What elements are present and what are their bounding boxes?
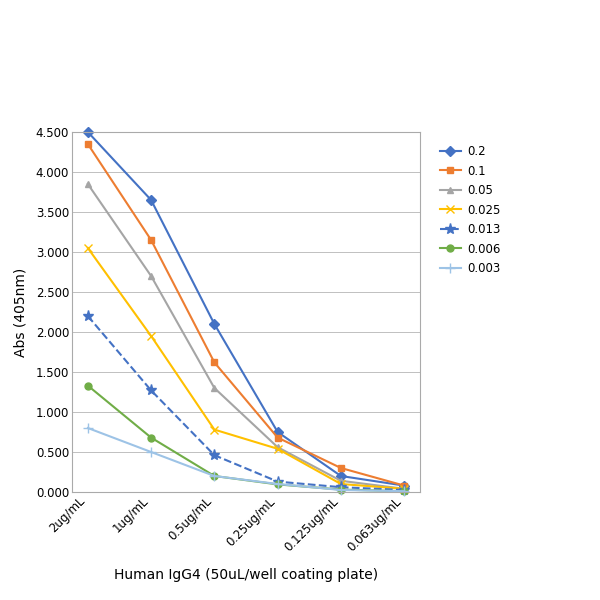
0.003 (274, 481, 281, 488)
0.05 (401, 485, 408, 493)
0.013 (148, 387, 155, 394)
0.013 (274, 478, 281, 485)
0.003 (337, 487, 344, 494)
0.1 (401, 482, 408, 489)
0.006 (337, 486, 344, 493)
0.003 (401, 488, 408, 495)
0.1 (337, 464, 344, 472)
0.2 (148, 196, 155, 203)
Line: 0.05: 0.05 (85, 181, 407, 492)
0.1 (211, 359, 218, 366)
0.2 (211, 320, 218, 328)
0.05 (148, 272, 155, 280)
0.013 (84, 313, 91, 320)
0.003 (84, 424, 91, 431)
0.003 (211, 472, 218, 479)
X-axis label: Human IgG4 (50uL/well coating plate): Human IgG4 (50uL/well coating plate) (114, 568, 378, 582)
Line: 0.1: 0.1 (85, 140, 407, 489)
0.006 (84, 382, 91, 389)
0.013 (211, 452, 218, 459)
Line: 0.003: 0.003 (83, 423, 409, 496)
0.025 (401, 485, 408, 493)
Legend: 0.2, 0.1, 0.05, 0.025, 0.013, 0.006, 0.003: 0.2, 0.1, 0.05, 0.025, 0.013, 0.006, 0.0… (440, 145, 500, 275)
0.025 (148, 332, 155, 340)
0.1 (84, 140, 91, 148)
0.05 (337, 477, 344, 484)
0.05 (274, 443, 281, 451)
0.025 (337, 481, 344, 488)
0.006 (274, 481, 281, 488)
0.025 (274, 445, 281, 452)
0.2 (337, 472, 344, 479)
0.2 (401, 482, 408, 489)
0.2 (274, 428, 281, 436)
0.006 (401, 488, 408, 495)
0.2 (84, 128, 91, 136)
Line: 0.013: 0.013 (82, 310, 410, 496)
0.025 (84, 244, 91, 251)
0.013 (401, 487, 408, 494)
0.013 (337, 484, 344, 491)
0.05 (84, 181, 91, 188)
Line: 0.2: 0.2 (85, 128, 407, 489)
Line: 0.006: 0.006 (85, 382, 407, 494)
0.003 (148, 448, 155, 455)
Line: 0.025: 0.025 (83, 244, 409, 493)
0.006 (211, 472, 218, 479)
0.1 (148, 236, 155, 244)
0.05 (211, 385, 218, 392)
0.025 (211, 426, 218, 433)
0.1 (274, 434, 281, 441)
0.006 (148, 434, 155, 441)
Y-axis label: Abs (405nm): Abs (405nm) (14, 268, 28, 356)
